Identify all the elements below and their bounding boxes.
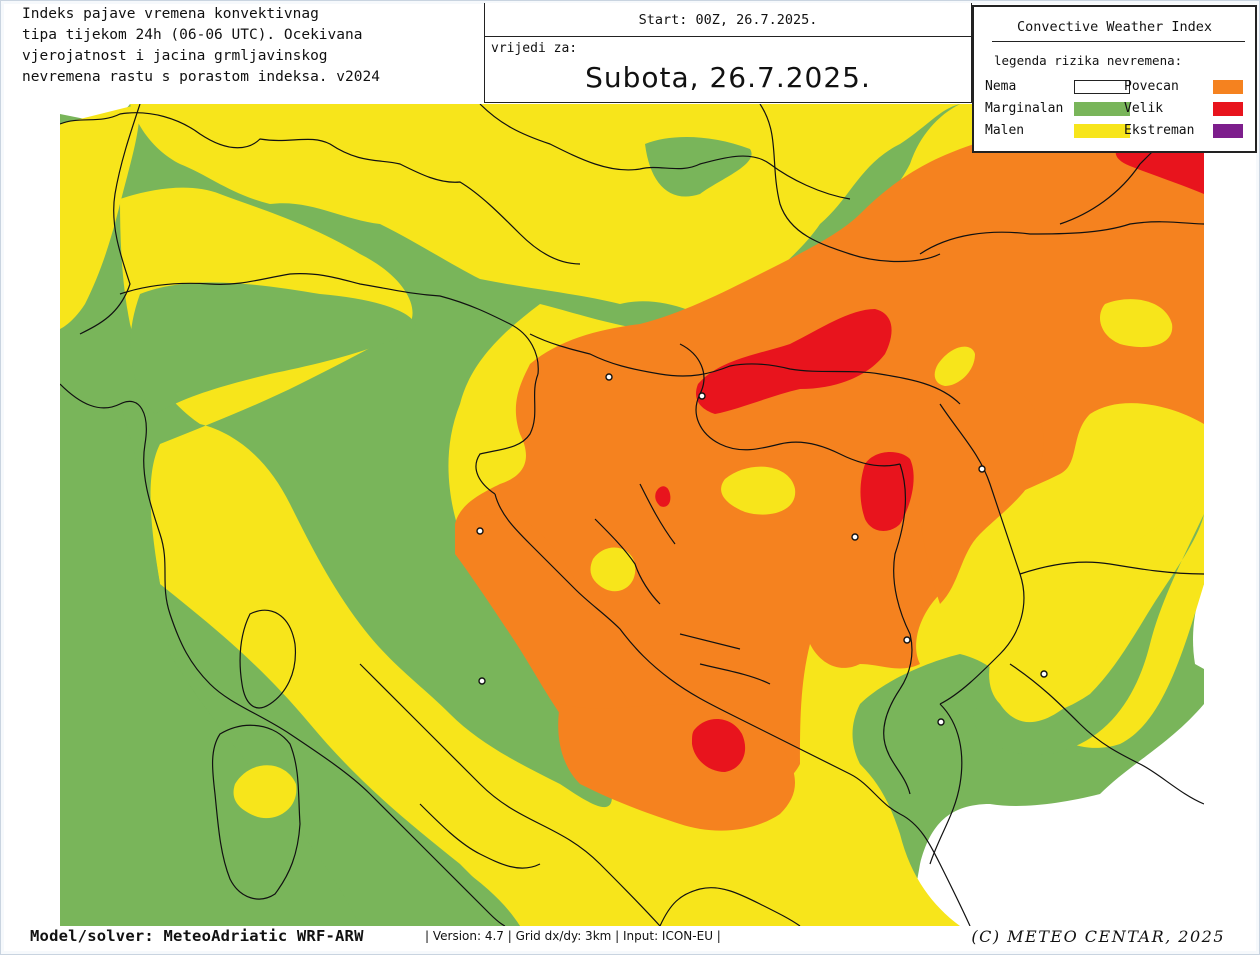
valid-date: Subota, 26.7.2025. bbox=[585, 61, 871, 94]
legend-swatch-increased bbox=[1213, 80, 1243, 94]
index-description: Indeks pajave vremena konvektivnag tipa … bbox=[22, 6, 380, 85]
header-box: Start: 00Z, 26.7.2025. vrijedi za: Subot… bbox=[484, 3, 972, 103]
run-start: Start: 00Z, 26.7.2025. bbox=[638, 12, 818, 28]
city-marker bbox=[476, 527, 484, 535]
city-marker bbox=[978, 465, 986, 473]
legend-divider bbox=[992, 41, 1245, 42]
legend-label-increased: Povecan bbox=[1124, 79, 1179, 94]
region-marginal-balkans-south bbox=[973, 514, 1204, 755]
region-small-hole-2 bbox=[721, 466, 796, 515]
legend-label-high: Velik bbox=[1124, 101, 1164, 116]
region-small-hole-3 bbox=[590, 547, 636, 592]
region-small-hole-4 bbox=[934, 346, 975, 386]
city-marker bbox=[937, 718, 945, 726]
valid-label: vrijedi za: bbox=[491, 41, 578, 56]
model-meta: | Version: 4.7 | Grid dx/dy: 3km | Input… bbox=[425, 929, 721, 943]
header-divider bbox=[485, 36, 971, 37]
legend-subtitle: legenda rizika nevremena: bbox=[994, 53, 1183, 68]
city-marker bbox=[851, 533, 859, 541]
region-marginal-north bbox=[645, 137, 752, 197]
legend-label-marginal: Marginalan bbox=[985, 101, 1064, 116]
legend-label-extreme: Ekstreman bbox=[1124, 123, 1195, 138]
region-none-se bbox=[905, 704, 1204, 926]
city-markers bbox=[476, 373, 1048, 726]
boundary-lines bbox=[60, 104, 1204, 926]
legend-label-small: Malen bbox=[985, 123, 1025, 138]
region-small-main bbox=[130, 104, 960, 324]
city-marker bbox=[903, 636, 911, 644]
city-marker bbox=[698, 392, 706, 400]
legend-swatch-extreme bbox=[1213, 124, 1243, 138]
region-small-sardinia-spot bbox=[233, 765, 297, 819]
region-high-2 bbox=[860, 452, 914, 531]
region-marginal-sardinia-area bbox=[160, 584, 520, 926]
legend-title: Convective Weather Index bbox=[1016, 19, 1213, 35]
legend-label-none: Nema bbox=[985, 79, 1017, 94]
city-marker bbox=[1040, 670, 1048, 678]
city-marker bbox=[478, 677, 486, 685]
region-small-hole-1 bbox=[1100, 299, 1173, 348]
region-high-3 bbox=[692, 718, 746, 772]
region-none-e bbox=[1193, 584, 1204, 669]
region-increased-main bbox=[455, 104, 1204, 807]
model-label: Model/solver: MeteoAdriatic WRF-ARW bbox=[30, 927, 364, 945]
legend-swatch-none bbox=[1074, 80, 1130, 94]
legend-swatch-high bbox=[1213, 102, 1243, 116]
region-marginal-alps bbox=[130, 282, 416, 414]
region-small-balkans-east bbox=[989, 494, 1204, 723]
region-high-1 bbox=[695, 309, 892, 414]
city-marker bbox=[605, 373, 613, 381]
copyright: (C) METEO CENTAR, 2025 bbox=[971, 927, 1225, 946]
region-small-north bbox=[60, 104, 140, 329]
risk-map bbox=[60, 104, 1204, 926]
region-increased-east bbox=[906, 380, 1044, 604]
legend-swatch-small bbox=[1074, 124, 1130, 138]
legend-box: Convective Weather Index legenda rizika … bbox=[972, 5, 1257, 153]
legend-swatch-marginal bbox=[1074, 102, 1130, 116]
region-high-4 bbox=[655, 486, 671, 507]
footer: Model/solver: MeteoAdriatic WRF-ARW | Ve… bbox=[30, 927, 1250, 949]
